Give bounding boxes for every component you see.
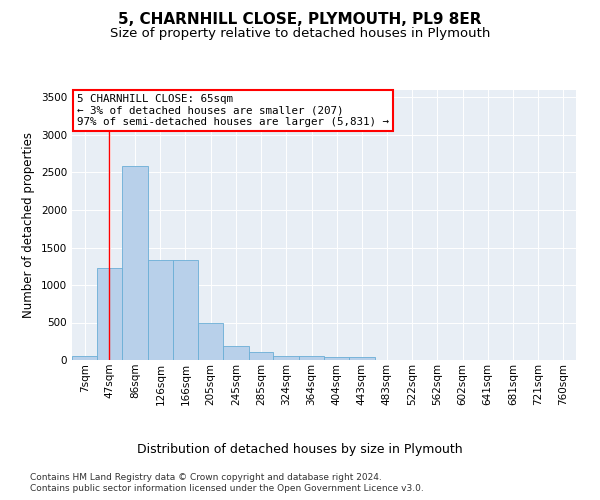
Text: 5, CHARNHILL CLOSE, PLYMOUTH, PL9 8ER: 5, CHARNHILL CLOSE, PLYMOUTH, PL9 8ER xyxy=(118,12,482,28)
Bar xyxy=(223,346,248,360)
Bar xyxy=(299,356,325,360)
Bar xyxy=(325,357,349,360)
Bar xyxy=(274,356,299,360)
Bar xyxy=(349,357,374,360)
Bar xyxy=(72,356,97,360)
Bar xyxy=(173,260,198,360)
Bar xyxy=(122,166,148,360)
Bar xyxy=(198,322,223,360)
Bar xyxy=(248,352,274,360)
Bar xyxy=(97,268,122,360)
Y-axis label: Number of detached properties: Number of detached properties xyxy=(22,132,35,318)
Bar xyxy=(148,260,173,360)
Text: Contains HM Land Registry data © Crown copyright and database right 2024.: Contains HM Land Registry data © Crown c… xyxy=(30,472,382,482)
Text: 5 CHARNHILL CLOSE: 65sqm
← 3% of detached houses are smaller (207)
97% of semi-d: 5 CHARNHILL CLOSE: 65sqm ← 3% of detache… xyxy=(77,94,389,127)
Text: Distribution of detached houses by size in Plymouth: Distribution of detached houses by size … xyxy=(137,442,463,456)
Text: Size of property relative to detached houses in Plymouth: Size of property relative to detached ho… xyxy=(110,28,490,40)
Text: Contains public sector information licensed under the Open Government Licence v3: Contains public sector information licen… xyxy=(30,484,424,493)
